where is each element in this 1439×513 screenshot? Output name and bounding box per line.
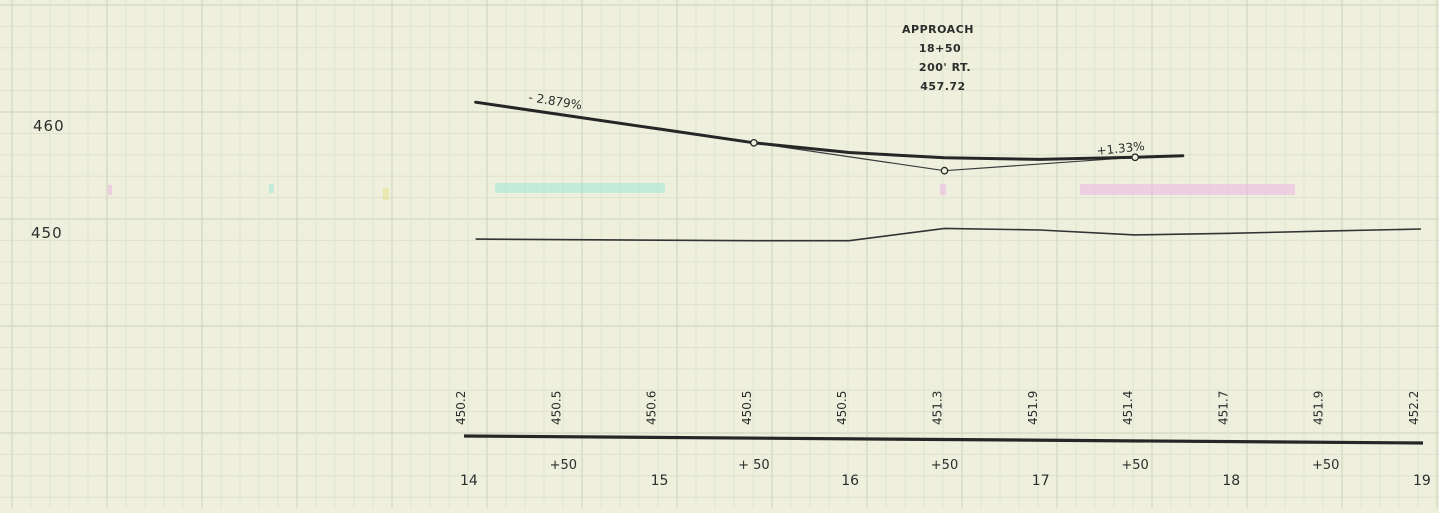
ground-elevation-label: 451.7 <box>1216 391 1230 425</box>
ground-elevation-label: 450.2 <box>454 391 468 425</box>
color-artifacts <box>108 183 1295 200</box>
y-tick-label: 460 <box>33 117 65 135</box>
profile-grade-line <box>474 100 1185 161</box>
approach-note: APPROACH 18+50 200' RT. 457.72 <box>902 23 974 93</box>
pvi-point <box>1131 153 1139 162</box>
y-tick-label: 450 <box>31 224 63 242</box>
note-line: 200' RT. <box>919 61 971 74</box>
ground-elevation-label: 451.3 <box>931 391 945 425</box>
x-tick-plus-label: + 50 <box>738 458 770 473</box>
y-axis-ticks: 460 450 <box>31 117 65 242</box>
note-line: 457.72 <box>920 80 965 93</box>
series-layer <box>463 100 1424 445</box>
ground-elevation-labels: 450.2 450.5 450.6 450.5 450.5 451.3 451.9 451.4… <box>454 391 1421 425</box>
x-tick-plus-label: +50 <box>1312 458 1339 473</box>
ground-line <box>475 227 1422 242</box>
x-tick-station-label: 17 <box>1032 473 1050 489</box>
ground-elevation-label: 451.9 <box>1026 391 1040 425</box>
grade-label-left: - 2.879% <box>528 90 583 112</box>
ground-elevation-label: 450.5 <box>835 391 849 425</box>
x-tick-station-label: 16 <box>841 473 859 489</box>
x-tick-plus-label: +50 <box>931 458 958 473</box>
grade-label-right: +1.33% <box>1096 139 1145 158</box>
note-line: APPROACH <box>902 23 974 36</box>
x-tick-station-label: 14 <box>460 473 478 489</box>
ground-elevation-label: 451.4 <box>1121 391 1135 425</box>
ground-elevation-label: 450.5 <box>549 391 563 425</box>
x-tick-station-label: 19 <box>1413 473 1431 489</box>
pvi-point <box>750 138 758 147</box>
note-line: 18+50 <box>919 42 961 55</box>
ground-elevation-label: 451.9 <box>1312 391 1326 425</box>
pvi-point <box>940 166 949 175</box>
x-axis-ticks: 14 +50 15 + 50 16 +50 17 +50 18 +50 19 <box>460 458 1431 489</box>
x-tick-station-label: 18 <box>1222 473 1240 489</box>
ground-elevation-label: 450.6 <box>645 391 659 425</box>
x-tick-station-label: 15 <box>651 473 669 489</box>
x-tick-plus-label: +50 <box>550 458 577 473</box>
ground-elevation-label: 452.2 <box>1407 391 1421 425</box>
ground-elevation-label: 450.5 <box>740 391 754 425</box>
x-tick-plus-label: +50 <box>1121 458 1148 473</box>
baseline <box>463 434 1424 445</box>
